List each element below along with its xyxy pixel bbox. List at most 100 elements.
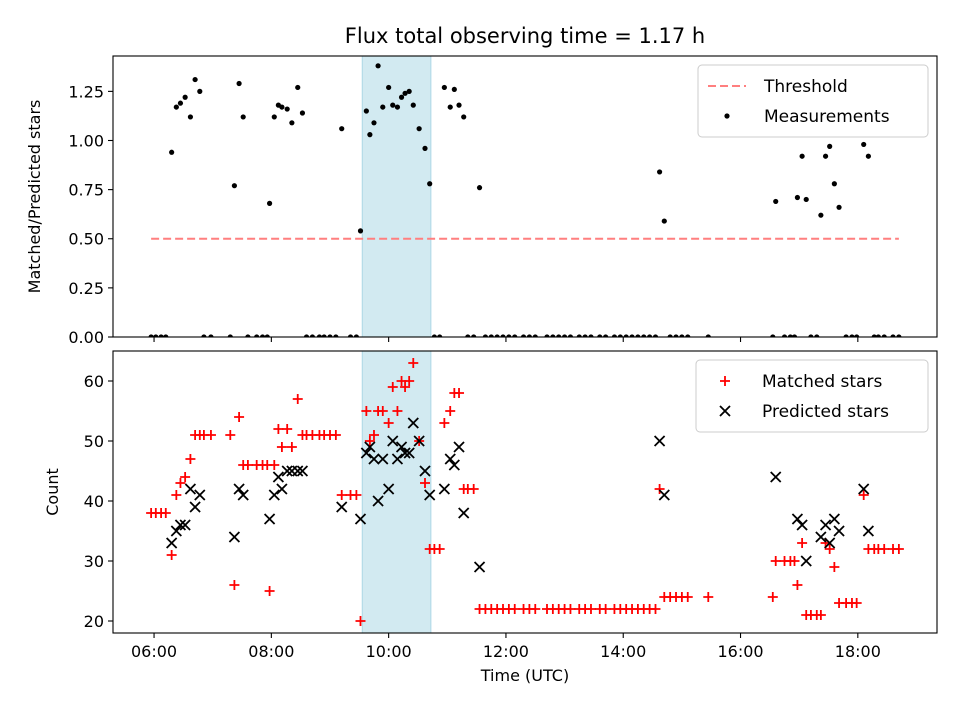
predicted-star-point bbox=[413, 435, 425, 447]
matched-star-point bbox=[242, 460, 253, 470]
x-tick-label: 10:00 bbox=[366, 642, 412, 661]
measurement-point bbox=[461, 114, 467, 120]
predicted-star-point bbox=[170, 525, 182, 537]
measurement-point bbox=[333, 334, 339, 337]
predicted-star-point bbox=[424, 489, 436, 501]
predicted-star-point bbox=[194, 489, 206, 501]
y-tick-label: 50 bbox=[84, 432, 104, 451]
predicted-star-point bbox=[824, 537, 836, 549]
measurement-point bbox=[582, 334, 588, 337]
matched-star-point bbox=[160, 508, 171, 518]
measurement-point bbox=[465, 334, 471, 337]
x-tick-label: 14:00 bbox=[600, 642, 646, 661]
series-predicted-stars bbox=[166, 417, 875, 573]
predicted-star-point bbox=[368, 453, 380, 465]
measurement-point bbox=[506, 334, 512, 337]
predicted-star-point bbox=[179, 519, 191, 531]
measurement-point bbox=[831, 181, 837, 187]
predicted-star-point bbox=[184, 483, 197, 495]
matched-star-point bbox=[264, 586, 275, 596]
predicted-star-point bbox=[233, 483, 245, 495]
predicted-star-point bbox=[377, 453, 389, 465]
y-tick-label: 0.75 bbox=[68, 181, 104, 200]
matched-star-point bbox=[797, 538, 808, 548]
x-tick-label: 16:00 bbox=[717, 642, 763, 661]
measurement-point bbox=[316, 334, 323, 337]
measurement-point bbox=[441, 84, 447, 91]
measurement-point bbox=[544, 334, 550, 337]
counts-axes-frame bbox=[112, 350, 938, 634]
matched-star-point bbox=[175, 478, 186, 488]
legend-label: Measurements bbox=[764, 107, 890, 127]
predicted-star-point bbox=[383, 483, 395, 495]
predicted-star-point bbox=[276, 483, 288, 495]
measurement-point bbox=[402, 90, 408, 96]
legend-box bbox=[695, 359, 929, 433]
measurement-point bbox=[303, 334, 310, 337]
matched-star-point bbox=[445, 406, 456, 416]
measurement-point bbox=[245, 334, 251, 337]
measurement-point bbox=[635, 334, 641, 337]
measurement-point bbox=[367, 132, 373, 138]
measurement-point bbox=[661, 218, 667, 224]
matched-star-point bbox=[792, 580, 803, 590]
predicted-star-point bbox=[166, 537, 178, 549]
measurement-point bbox=[647, 334, 653, 337]
y-tick-label: 20 bbox=[84, 612, 104, 631]
measurement-point bbox=[456, 102, 462, 108]
measurement-point bbox=[390, 102, 396, 108]
measurement-point bbox=[561, 334, 568, 337]
measurement-point bbox=[371, 120, 377, 126]
measurement-point bbox=[353, 334, 359, 337]
predicted-star-point bbox=[444, 453, 456, 465]
matched-star-point bbox=[439, 418, 450, 428]
measurement-point bbox=[406, 88, 412, 94]
measurement-point bbox=[447, 104, 453, 110]
measurement-point bbox=[836, 204, 842, 210]
counts-panel: 20 30 40 50 60 06:00 08:00 10:00 12:00 14:00 16:00… bbox=[43, 350, 938, 685]
predicted-star-point bbox=[770, 471, 782, 483]
matched-star-point bbox=[404, 376, 415, 386]
predicted-star-point bbox=[819, 519, 832, 531]
measurement-point bbox=[865, 153, 871, 159]
measurement-point bbox=[279, 104, 285, 110]
matched-star-point bbox=[276, 442, 287, 452]
legend-plus-swatch bbox=[720, 376, 730, 386]
matched-star-point bbox=[703, 592, 714, 602]
legend-box bbox=[697, 64, 929, 138]
measurement-point bbox=[532, 334, 538, 337]
measurement-point bbox=[500, 334, 506, 337]
measurement-point bbox=[187, 114, 194, 120]
legend-label: Matched stars bbox=[762, 372, 882, 392]
measurement-point bbox=[791, 334, 798, 337]
matched-star-point bbox=[229, 580, 240, 590]
measurement-point bbox=[818, 212, 824, 218]
predicted-star-point bbox=[407, 417, 419, 429]
measurement-point bbox=[339, 126, 345, 132]
measurement-point bbox=[299, 110, 306, 116]
measurement-point bbox=[271, 114, 277, 120]
matched-star-point bbox=[355, 616, 366, 626]
predicted-star-point bbox=[399, 447, 411, 459]
measurement-point bbox=[422, 145, 428, 151]
measurement-point bbox=[416, 126, 422, 132]
measurement-point bbox=[588, 334, 594, 337]
measurement-point bbox=[603, 334, 609, 337]
matched-star-point bbox=[234, 412, 245, 422]
measurement-point bbox=[295, 84, 301, 91]
measurement-point bbox=[410, 102, 416, 108]
measurement-point bbox=[685, 334, 691, 337]
measurement-point bbox=[427, 181, 433, 187]
measurement-point bbox=[148, 334, 154, 337]
predicted-star-point bbox=[228, 531, 241, 543]
matched-star-point bbox=[829, 562, 840, 572]
predicted-star-point bbox=[800, 555, 812, 567]
y-tick-label: 0.50 bbox=[68, 230, 104, 249]
x-tick-label: 12:00 bbox=[483, 642, 529, 661]
measurement-point bbox=[827, 143, 833, 149]
measurement-point bbox=[705, 334, 711, 337]
matched-star-point bbox=[454, 388, 465, 398]
matched-star-point bbox=[364, 436, 375, 446]
measurement-point bbox=[394, 104, 401, 110]
